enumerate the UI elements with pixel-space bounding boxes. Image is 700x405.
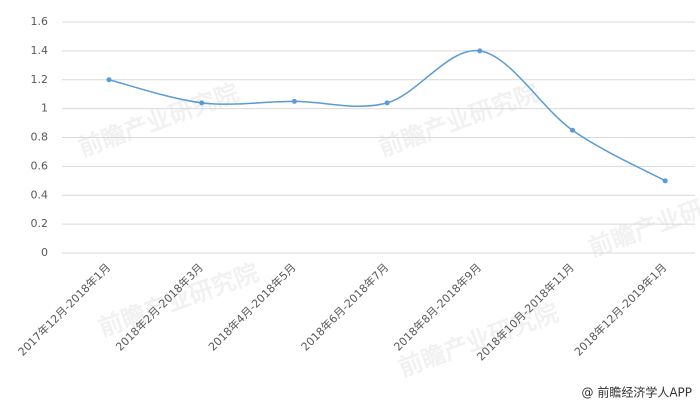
point bbox=[384, 100, 390, 106]
y-tick-label: 1.4 bbox=[31, 44, 49, 57]
point bbox=[291, 98, 297, 104]
watermark: 前瞻产业研究院 bbox=[375, 78, 542, 162]
y-tick-label: 0 bbox=[41, 246, 48, 259]
point bbox=[662, 178, 668, 184]
point bbox=[106, 77, 112, 83]
watermark: 前瞻产业研究院 bbox=[585, 178, 700, 262]
point bbox=[477, 48, 483, 54]
y-tick-label: 1 bbox=[41, 102, 48, 115]
y-tick-label: 1.2 bbox=[31, 73, 49, 86]
x-tick-label: 2018年12月-2019年1月 bbox=[571, 260, 669, 358]
x-tick-label: 2018年6月-2018年7月 bbox=[298, 260, 391, 353]
x-tick-label: 2017年12月-2018年1月 bbox=[15, 260, 113, 358]
point bbox=[570, 127, 575, 133]
y-tick-label: 1.6 bbox=[31, 15, 49, 28]
point bbox=[199, 100, 205, 106]
y-tick-label: 0.8 bbox=[31, 131, 49, 144]
watermark: 前瞻产业研究院 bbox=[395, 298, 562, 382]
source: @ 前瞻经济学人APP bbox=[582, 385, 693, 400]
watermark: 前瞻产业研究院 bbox=[75, 78, 242, 162]
x-tick-label: 2018年10月-2018年11月 bbox=[474, 260, 577, 363]
y-tick-label: 0.6 bbox=[31, 159, 49, 172]
y-tick-label: 0.2 bbox=[31, 217, 49, 230]
y-tick-label: 0.4 bbox=[31, 188, 49, 201]
